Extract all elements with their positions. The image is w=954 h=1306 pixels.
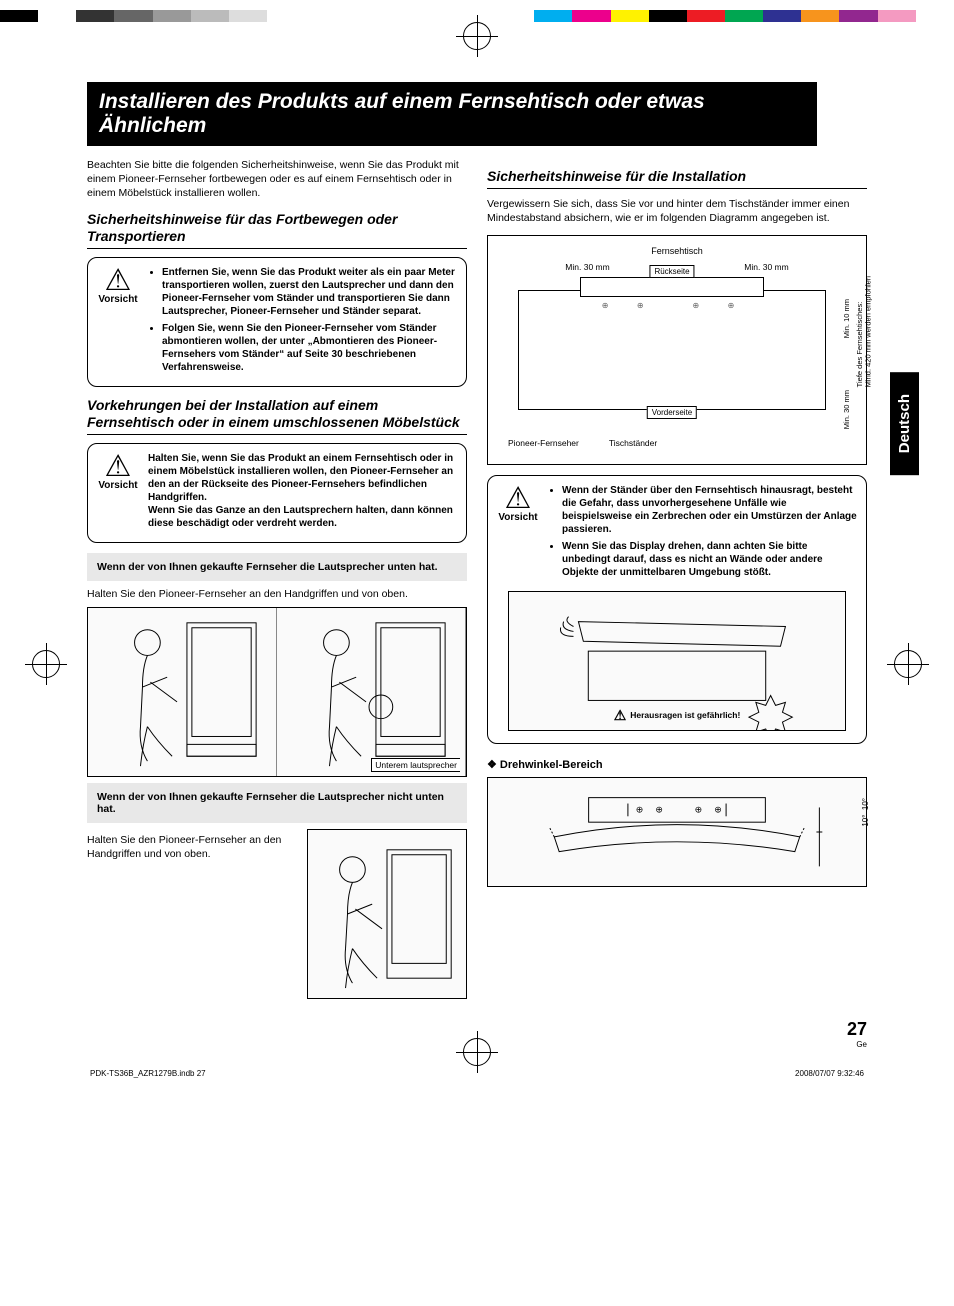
page-number: 27: [87, 1019, 867, 1040]
svg-text:⊕: ⊕: [695, 804, 702, 814]
section-heading-install: Vorkehrungen bei der Installation auf ei…: [87, 397, 467, 435]
caution-label: Vorsicht: [96, 480, 140, 491]
page-content: Deutsch Installieren des Produkts auf ei…: [87, 82, 867, 1049]
intro-text: Beachten Sie bitte die folgenden Sicherh…: [87, 158, 467, 201]
overhang-warning-label: ⚠ Herausragen ist gefährlich!: [614, 707, 741, 724]
subsection-heading-angle: ❖ Drehwinkel-Bereich: [487, 758, 867, 771]
page-lang-code: Ge: [87, 1040, 867, 1049]
page-title: Installieren des Produkts auf einem Fern…: [87, 82, 817, 146]
illustration-person-carry: [88, 608, 276, 776]
clearance-diagram: Fernsehtisch Min. 30 mm Min. 30 mm Rücks…: [487, 235, 867, 465]
registration-mark-left: [32, 650, 60, 678]
body-text: Halten Sie den Pioneer-Fernseher an den …: [87, 587, 467, 601]
caution-label: Vorsicht: [496, 512, 540, 523]
section-heading-install-safety: Sicherheitshinweise für die Installation: [487, 168, 867, 189]
section-heading-transport: Sicherheitshinweise für das Fortbewegen …: [87, 211, 467, 249]
diagram-label-rack: Fernsehtisch: [498, 246, 856, 256]
caution-box-overhang: ⚠ Vorsicht Wenn der Ständer über den Fer…: [487, 475, 867, 744]
illustration-person-carry: [308, 830, 466, 998]
diagram-label-stand: Tischständer: [609, 438, 657, 448]
footer-timestamp: 2008/07/07 9:32:46: [795, 1069, 864, 1078]
warning-icon: ⚠: [496, 484, 540, 514]
angle-label: 10° 10°: [861, 798, 870, 827]
figure-overhang-danger: ⚠ Herausragen ist gefährlich!: [508, 591, 846, 731]
diagram-rack-outline: Rückseite ⊕ ⊕ ⊕ ⊕ Min. 10 mm Vorderseite…: [518, 290, 826, 410]
condition-box-no-speaker: Wenn der von Ihnen gekaufte Fernseher di…: [87, 783, 467, 823]
body-text: Halten Sie den Pioneer-Fernseher an den …: [87, 833, 295, 861]
svg-text:⊕: ⊕: [714, 804, 721, 814]
caution-bullet: Wenn Sie das Display drehen, dann achten…: [562, 540, 858, 579]
diagram-label: Min. 30 mm: [842, 390, 851, 429]
right-column: Sicherheitshinweise für die Installation…: [487, 158, 867, 999]
left-column: Beachten Sie bitte die folgenden Sicherh…: [87, 158, 467, 999]
diagram-label-tv: Pioneer-Fernseher: [508, 438, 579, 448]
page-number-block: 27 Ge: [87, 1019, 867, 1049]
diagram-label: Min. 30 mm: [565, 262, 609, 272]
diagram-depth-note: Tiefe des Fernsehtisches: Mind. 420 mm w…: [856, 276, 873, 387]
condition-box-with-speaker: Wenn der von Ihnen gekaufte Fernseher di…: [87, 553, 467, 581]
language-tab: Deutsch: [890, 372, 919, 475]
caution-text: Halten Sie, wenn Sie das Produkt an eine…: [148, 452, 456, 530]
caution-bullet: Folgen Sie, wenn Sie den Pioneer-Fernseh…: [162, 322, 456, 374]
figure-carry-with-speaker: Unterem lautsprecher: [87, 607, 467, 777]
warning-icon: ⚠: [96, 452, 140, 482]
caution-label: Vorsicht: [96, 294, 140, 305]
diagram-label: Min. 30 mm: [744, 262, 788, 272]
svg-text:⊕: ⊕: [636, 804, 643, 814]
diagram-label-back: Rückseite: [649, 265, 694, 278]
illustration-swivel: ⊕ ⊕ ⊕ ⊕: [488, 778, 866, 886]
registration-mark-top: [463, 22, 491, 50]
diagram-label-front: Vorderseite: [647, 406, 697, 419]
registration-mark-right: [894, 650, 922, 678]
illustration-person-carry: [277, 608, 465, 776]
diagram-label: Min. 10 mm: [842, 299, 851, 338]
caution-box-install: ⚠ Vorsicht Halten Sie, wenn Sie das Prod…: [87, 443, 467, 543]
figure-swivel-angle: ⊕ ⊕ ⊕ ⊕ 10° 10°: [487, 777, 867, 887]
caution-box-transport: ⚠ Vorsicht Entfernen Sie, wenn Sie das P…: [87, 257, 467, 387]
svg-text:⊕: ⊕: [655, 804, 662, 814]
footer-filename: PDK-TS36B_AZR1279B.indb 27: [90, 1069, 206, 1078]
warning-icon: ⚠: [96, 266, 140, 296]
figure-carry-no-speaker: [307, 829, 467, 999]
intro-text: Vergewissern Sie sich, dass Sie vor und …: [487, 197, 867, 225]
caution-bullet: Entfernen Sie, wenn Sie das Produkt weit…: [162, 266, 456, 318]
figure-label: Unterem lautsprecher: [371, 758, 460, 772]
caution-bullet: Wenn der Ständer über den Fernsehtisch h…: [562, 484, 858, 536]
